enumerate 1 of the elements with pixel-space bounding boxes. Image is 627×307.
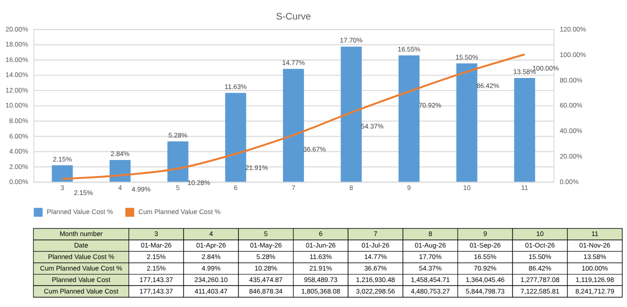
chart-title: S-Curve (276, 11, 311, 22)
